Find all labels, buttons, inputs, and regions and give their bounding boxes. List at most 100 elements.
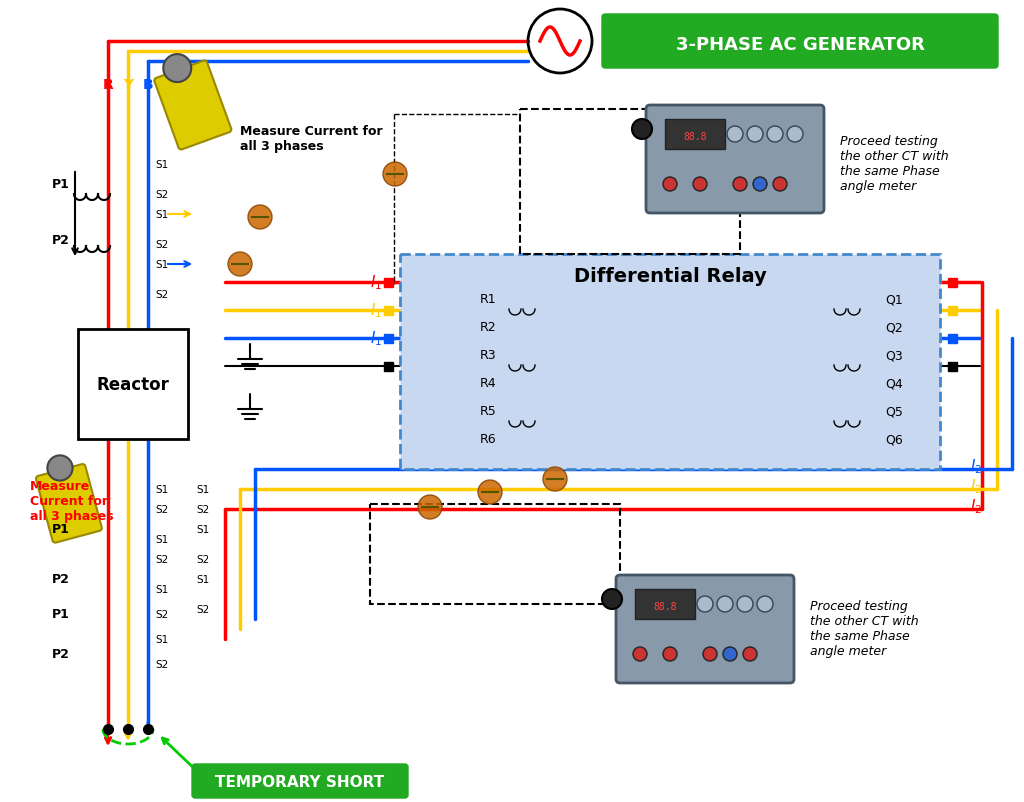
Text: P2: P2 <box>52 233 70 246</box>
Bar <box>947 334 956 343</box>
Text: Measure
Current for
all 3 phases: Measure Current for all 3 phases <box>30 480 114 522</box>
Text: Proceed testing
the other CT with
the same Phase
angle meter: Proceed testing the other CT with the sa… <box>840 135 948 192</box>
Text: TEMPORARY SHORT: TEMPORARY SHORT <box>215 775 385 789</box>
Text: R4: R4 <box>480 377 497 390</box>
Text: S2: S2 <box>197 554 210 565</box>
Text: S1: S1 <box>155 160 168 170</box>
Circle shape <box>773 178 787 192</box>
Text: 88.8: 88.8 <box>653 602 677 611</box>
Text: $I_1$: $I_1$ <box>370 302 382 320</box>
Text: Q3: Q3 <box>885 349 903 362</box>
FancyBboxPatch shape <box>602 15 998 69</box>
Text: R1: R1 <box>480 294 497 306</box>
Circle shape <box>633 647 647 661</box>
Circle shape <box>383 163 407 187</box>
Text: Reactor: Reactor <box>96 375 169 394</box>
Text: $I_2$: $I_2$ <box>970 457 982 476</box>
Circle shape <box>717 596 733 612</box>
Text: S2: S2 <box>155 554 168 565</box>
Text: S1: S1 <box>155 634 168 644</box>
Text: S1: S1 <box>155 585 168 594</box>
Text: P2: P2 <box>52 573 70 585</box>
Circle shape <box>757 596 773 612</box>
Circle shape <box>663 647 677 661</box>
Text: R3: R3 <box>480 349 497 362</box>
Circle shape <box>746 127 763 143</box>
Bar <box>384 306 392 315</box>
Text: Q4: Q4 <box>885 377 903 390</box>
Text: Q6: Q6 <box>885 433 903 446</box>
Text: $I_1$: $I_1$ <box>370 330 382 348</box>
Text: R6: R6 <box>480 433 497 446</box>
Bar <box>384 278 392 287</box>
Text: S1: S1 <box>197 484 210 494</box>
Circle shape <box>787 127 803 143</box>
Circle shape <box>727 127 743 143</box>
Text: Y: Y <box>123 78 133 92</box>
Circle shape <box>418 496 442 520</box>
Text: S2: S2 <box>197 504 210 514</box>
Text: R2: R2 <box>480 321 497 334</box>
Text: $I_2$: $I_2$ <box>970 477 982 496</box>
Text: R: R <box>102 78 114 92</box>
Text: S2: S2 <box>155 610 168 619</box>
Circle shape <box>228 253 252 277</box>
Circle shape <box>737 596 753 612</box>
Text: B: B <box>142 78 154 92</box>
FancyBboxPatch shape <box>646 106 824 214</box>
Text: Q5: Q5 <box>885 405 903 418</box>
Circle shape <box>163 55 191 83</box>
Text: S2: S2 <box>155 290 168 300</box>
Text: S1: S1 <box>155 210 168 220</box>
Circle shape <box>632 119 652 140</box>
Text: S2: S2 <box>155 240 168 249</box>
FancyBboxPatch shape <box>193 764 408 798</box>
FancyBboxPatch shape <box>616 575 794 683</box>
Circle shape <box>697 596 713 612</box>
Circle shape <box>753 178 767 192</box>
Text: S1: S1 <box>155 260 168 269</box>
Circle shape <box>248 206 272 229</box>
Bar <box>947 306 956 315</box>
Text: 3-PHASE AC GENERATOR: 3-PHASE AC GENERATOR <box>676 36 925 54</box>
FancyBboxPatch shape <box>36 464 101 543</box>
Text: S1: S1 <box>197 525 210 534</box>
Circle shape <box>478 480 502 504</box>
Circle shape <box>743 647 757 661</box>
Circle shape <box>47 456 73 481</box>
Bar <box>947 362 956 371</box>
FancyBboxPatch shape <box>665 119 725 150</box>
Text: Q2: Q2 <box>885 321 903 334</box>
Text: 88.8: 88.8 <box>683 132 707 142</box>
Circle shape <box>693 178 707 192</box>
Text: Q1: Q1 <box>885 294 903 306</box>
Text: S2: S2 <box>155 190 168 200</box>
Text: S2: S2 <box>197 604 210 614</box>
Text: $I_1$: $I_1$ <box>370 273 382 292</box>
Text: P1: P1 <box>52 178 70 191</box>
Bar <box>384 334 392 343</box>
Text: Differential Relay: Differential Relay <box>573 267 766 286</box>
Text: S2: S2 <box>155 659 168 669</box>
Bar <box>947 278 956 287</box>
FancyBboxPatch shape <box>78 330 188 439</box>
Circle shape <box>767 127 783 143</box>
FancyBboxPatch shape <box>155 62 231 150</box>
Text: P1: P1 <box>52 608 70 621</box>
Circle shape <box>703 647 717 661</box>
Circle shape <box>733 178 746 192</box>
Circle shape <box>663 178 677 192</box>
Bar <box>384 362 392 371</box>
Text: S2: S2 <box>155 504 168 514</box>
FancyBboxPatch shape <box>635 589 695 619</box>
Text: R5: R5 <box>480 405 497 418</box>
Text: P1: P1 <box>52 523 70 536</box>
Circle shape <box>602 589 622 610</box>
Circle shape <box>723 647 737 661</box>
Circle shape <box>543 468 567 492</box>
Text: P2: P2 <box>52 648 70 661</box>
Text: S1: S1 <box>155 484 168 494</box>
Text: S1: S1 <box>197 574 210 585</box>
Text: $I_2$: $I_2$ <box>970 497 982 516</box>
Text: S1: S1 <box>155 534 168 545</box>
